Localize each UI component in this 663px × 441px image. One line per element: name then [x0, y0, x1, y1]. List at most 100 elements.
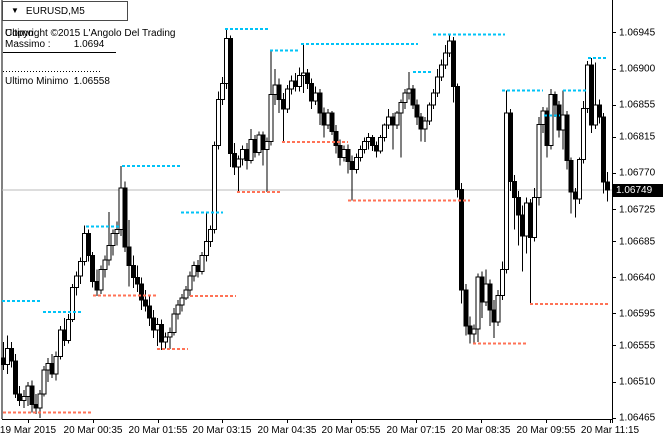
price-axis-label: 1.06640 — [619, 272, 656, 284]
indicator-separator-line — [3, 52, 116, 53]
candle-bearish — [370, 136, 376, 146]
candle-bearish — [146, 305, 152, 319]
candle-bullish — [256, 134, 262, 154]
indicator-panel: Copyright ©2015 L'Angolo Del Trading — [5, 28, 176, 39]
candle-bullish — [65, 318, 71, 341]
candle-bullish — [495, 294, 501, 323]
candle-bullish — [406, 88, 412, 94]
time-axis-label: 19 Mar 2015 — [0, 425, 57, 436]
candle-bullish — [73, 275, 79, 288]
candle-bearish — [601, 116, 607, 183]
time-axis-tick — [222, 419, 223, 423]
symbol-period-box[interactable]: ▼ EURUSD,M5 — [2, 1, 128, 21]
candle-bearish — [228, 38, 234, 154]
candle-bearish — [130, 265, 136, 279]
candle-bearish — [321, 112, 327, 126]
time-axis-label: 20 Mar 07:15 — [386, 425, 446, 436]
candle-bearish — [309, 82, 315, 102]
price-axis-label: 1.06725 — [619, 204, 656, 215]
candle-bearish — [142, 299, 148, 307]
chevron-down-icon[interactable]: ▼ — [11, 6, 19, 15]
price-axis-tick — [612, 381, 616, 383]
candle-bearish — [329, 112, 335, 133]
candle-bullish — [584, 64, 590, 109]
candle-bearish — [292, 80, 298, 88]
current-price-tag: 1.06749 — [612, 183, 663, 197]
candle-bullish — [264, 140, 270, 150]
candle-bullish — [313, 92, 319, 102]
candle-bullish — [199, 254, 205, 272]
candle-bullish — [268, 94, 274, 142]
last-minimum-row: Ultimo Minimo : 1.06558 — [5, 76, 110, 87]
candle-bullish — [365, 136, 371, 142]
candle-bullish — [236, 158, 242, 168]
candle-bearish — [597, 104, 603, 118]
indicator-copyright: Copyright ©2015 L'Angolo Del Trading — [5, 28, 176, 39]
candle-bullish — [215, 99, 221, 146]
candle-bullish — [78, 261, 84, 277]
candle-bullish — [394, 112, 400, 126]
candle-bullish — [576, 159, 582, 200]
candle-bearish — [94, 281, 100, 291]
candle-bearish — [29, 385, 35, 406]
candle-bullish — [503, 112, 509, 271]
candle-bullish — [98, 269, 104, 291]
candle-bearish — [33, 404, 39, 409]
candle-bullish — [532, 196, 538, 239]
candle-bullish — [224, 38, 230, 84]
price-axis-label: 1.06770 — [619, 167, 656, 179]
candle-bullish — [548, 94, 554, 146]
candle-bullish — [422, 120, 428, 130]
candle-bullish — [438, 64, 444, 78]
price-axis-label: 1.06945 — [619, 27, 656, 39]
candle-bearish — [317, 92, 323, 114]
candle-bullish — [536, 123, 542, 198]
candle-bearish — [511, 180, 517, 198]
time-axis-label: 20 Mar 11:15 — [580, 425, 640, 436]
price-axis[interactable]: 1.06945 1.06900 1.06855 1.06815 1.06770 1.067… — [612, 0, 663, 424]
price-axis-tick — [612, 32, 616, 34]
candle-bearish — [479, 276, 485, 303]
candle-bullish — [69, 286, 75, 320]
candle-bullish — [118, 187, 124, 231]
candle-bearish — [126, 246, 132, 267]
candle-bearish — [122, 187, 128, 248]
candle-bearish — [159, 323, 165, 343]
candle-bullish — [240, 148, 246, 160]
time-axis-tick — [546, 419, 547, 423]
candle-bearish — [151, 317, 157, 331]
candle-bullish — [442, 52, 448, 66]
candle-bullish — [175, 304, 181, 315]
last-maximum-row: Ultimo Massimo : 1.0694 — [5, 28, 104, 50]
candle-bullish — [284, 88, 290, 110]
candle-bearish — [605, 181, 611, 191]
candle-bullish — [53, 355, 59, 375]
candle-bullish — [361, 140, 367, 150]
candle-bearish — [414, 104, 420, 118]
price-axis-label: 1.06815 — [619, 131, 656, 143]
price-axis-tick — [612, 68, 616, 70]
price-axis-label: 1.06900 — [619, 63, 656, 75]
candle-bullish — [560, 114, 566, 131]
candle-bullish — [114, 229, 120, 235]
candle-bearish — [459, 188, 465, 291]
candle-bullish — [447, 40, 453, 54]
candle-bullish — [540, 110, 546, 125]
candle-bearish — [528, 202, 534, 239]
candle-bullish — [45, 363, 51, 371]
candle-bearish — [138, 283, 144, 301]
candle-bearish — [564, 114, 570, 162]
time-axis-tick — [416, 419, 417, 423]
price-axis-label: 1.06855 — [619, 99, 656, 111]
time-axis-label: 20 Mar 03:15 — [192, 425, 252, 436]
price-axis-tick — [612, 104, 616, 106]
candle-bearish — [455, 86, 461, 190]
candle-bearish — [345, 148, 351, 162]
candle-bullish — [191, 265, 197, 277]
time-axis-tick — [481, 419, 482, 423]
last-maximum-label: Ultimo Massimo : — [5, 28, 51, 50]
candle-bearish — [349, 160, 355, 170]
time-axis[interactable]: 19 Mar 2015 20 Mar 00:35 20 Mar 01:55 20 Ma… — [0, 419, 663, 441]
candle-bullish — [382, 124, 388, 138]
